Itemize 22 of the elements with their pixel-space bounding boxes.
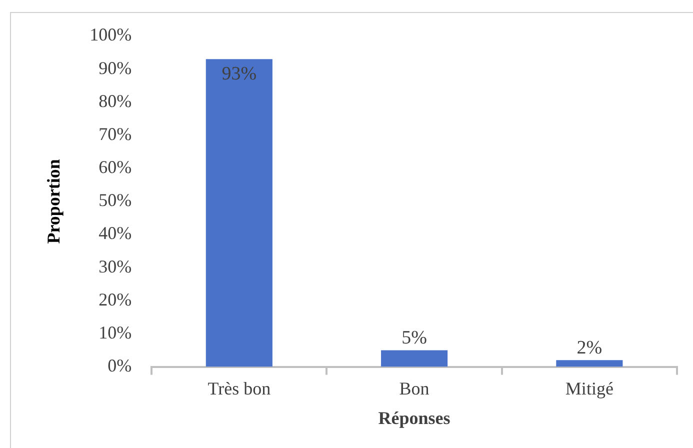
- data-label: 5%: [402, 328, 428, 349]
- y-tick-label: 90%: [98, 58, 132, 78]
- y-axis-title: Proportion: [43, 159, 64, 244]
- data-label: 93%: [222, 64, 257, 85]
- y-tick-label: 20%: [98, 289, 132, 310]
- bar: [206, 59, 272, 367]
- y-tick-label: 60%: [98, 157, 132, 178]
- y-tick-label: 30%: [98, 256, 132, 276]
- y-tick-label: 100%: [90, 24, 132, 45]
- y-tick-label: 40%: [98, 223, 132, 244]
- x-axis-title: Réponses: [378, 408, 450, 428]
- x-tick-label: Très bon: [208, 378, 271, 398]
- x-tick-label: Bon: [399, 378, 430, 398]
- y-tick-label: 0%: [108, 356, 132, 376]
- x-tick-label: Mitigé: [565, 378, 614, 398]
- y-tick-label: 10%: [98, 322, 132, 342]
- bar: [556, 360, 623, 367]
- y-tick-label: 50%: [98, 190, 132, 210]
- y-tick-label: 80%: [98, 90, 132, 111]
- bar: [381, 350, 448, 367]
- y-tick-label: 70%: [98, 124, 132, 144]
- data-label: 2%: [576, 338, 602, 359]
